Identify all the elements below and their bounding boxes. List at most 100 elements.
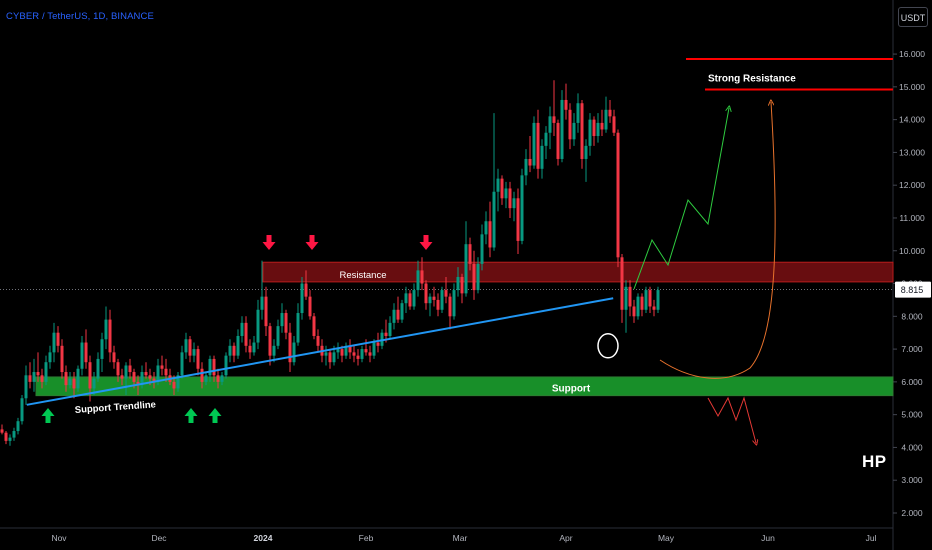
candle-body <box>100 339 104 359</box>
wick-highlight-circle <box>597 333 619 359</box>
candle-body <box>444 290 448 297</box>
candle-body <box>560 99 564 159</box>
candle-body <box>44 362 48 382</box>
candle-body <box>616 132 620 258</box>
candle-body <box>200 368 204 382</box>
support-label: Support <box>552 384 591 395</box>
candle-body <box>448 296 452 317</box>
candle-body <box>312 316 316 336</box>
candle-body <box>368 352 372 356</box>
down-arrow-icon <box>305 235 319 250</box>
candle-body <box>32 372 36 382</box>
y-axis-tick-label: 10.000 <box>899 246 925 256</box>
candle-body <box>280 313 284 327</box>
candle-body <box>580 103 584 159</box>
candle-body <box>180 352 184 376</box>
candle-body <box>4 432 8 441</box>
candle-body <box>632 306 636 317</box>
candle-body <box>24 375 28 399</box>
candle-body <box>424 283 428 304</box>
candle-body <box>612 116 616 133</box>
candle-body <box>488 221 492 248</box>
candle-body <box>216 375 220 382</box>
candle-body <box>508 188 512 209</box>
y-axis-tick-label: 5.000 <box>901 410 923 420</box>
candle-body <box>20 398 24 422</box>
y-axis-tick-label: 13.000 <box>899 147 925 157</box>
candle-body <box>260 296 264 310</box>
candle-body <box>124 365 128 379</box>
candle-body <box>520 175 524 241</box>
candle-body <box>60 345 64 373</box>
x-axis-tick-label: Mar <box>453 533 468 543</box>
candle-body <box>568 109 572 140</box>
candle-body <box>344 345 348 356</box>
last-price-value: 8.815 <box>901 285 924 295</box>
candle-body <box>76 368 80 389</box>
y-axis-tick-label: 3.000 <box>901 475 923 485</box>
candle-body <box>328 352 332 363</box>
candle-body <box>292 342 296 363</box>
strong-resistance-label: Strong Resistance <box>708 73 796 84</box>
candle-body <box>548 116 552 133</box>
candle-body <box>244 322 248 346</box>
candle-body <box>88 362 92 389</box>
currency-unit-badge[interactable]: USDT <box>898 7 928 27</box>
candle-body <box>456 276 460 291</box>
candle-body <box>532 122 536 166</box>
candle-body <box>408 293 412 307</box>
candle-body <box>236 335 240 356</box>
candle-body <box>436 299 440 310</box>
candle-body <box>64 372 68 386</box>
candle-body <box>608 109 612 117</box>
author-watermark: HP <box>862 452 887 471</box>
candle-body <box>248 345 252 353</box>
candle-body <box>252 342 256 353</box>
candle-body <box>128 365 132 373</box>
last-price-badge <box>895 281 931 298</box>
candle-body <box>228 345 232 356</box>
candle-body <box>584 145 588 159</box>
y-axis-tick-label: 16.000 <box>899 49 925 59</box>
y-axis-tick-label: 6.000 <box>901 377 923 387</box>
x-axis-tick-label: Nov <box>51 533 67 543</box>
candle-body <box>432 296 436 300</box>
candle-body <box>388 322 392 336</box>
candle-body <box>268 326 272 356</box>
candle-body <box>240 322 244 336</box>
candle-body <box>484 221 488 235</box>
candle-body <box>12 431 16 438</box>
candle-body <box>276 326 280 346</box>
candle-body <box>116 362 120 376</box>
y-axis-tick-label: 14.000 <box>899 115 925 125</box>
candle-body <box>376 342 380 346</box>
candle-body <box>524 158 528 176</box>
x-axis-tick-label: Feb <box>359 533 374 543</box>
candle-body <box>348 345 352 353</box>
y-axis-tick-label: 12.000 <box>899 180 925 190</box>
candle-body <box>156 365 160 382</box>
candle-body <box>52 332 56 353</box>
candle-body <box>460 276 464 294</box>
candle-body <box>288 332 292 363</box>
candle-body <box>148 375 152 379</box>
candle-body <box>220 375 224 382</box>
candle-body <box>544 132 548 146</box>
candle-body <box>372 342 376 356</box>
candle-body <box>396 309 400 320</box>
candle-body <box>636 296 640 317</box>
chart-title[interactable]: CYBER / TetherUS, 1D, BINANCE <box>6 11 154 22</box>
candle-body <box>628 286 632 307</box>
candle-body <box>196 349 200 369</box>
candle-body <box>208 358 212 376</box>
candle-body <box>16 421 20 432</box>
support-zone <box>35 376 894 397</box>
candle-body <box>204 375 208 382</box>
candle-body <box>212 358 216 376</box>
candle-body <box>0 429 4 433</box>
candle-body <box>336 349 340 353</box>
candle-body <box>324 352 328 356</box>
candle-body <box>604 109 608 130</box>
candle-body <box>576 103 580 123</box>
